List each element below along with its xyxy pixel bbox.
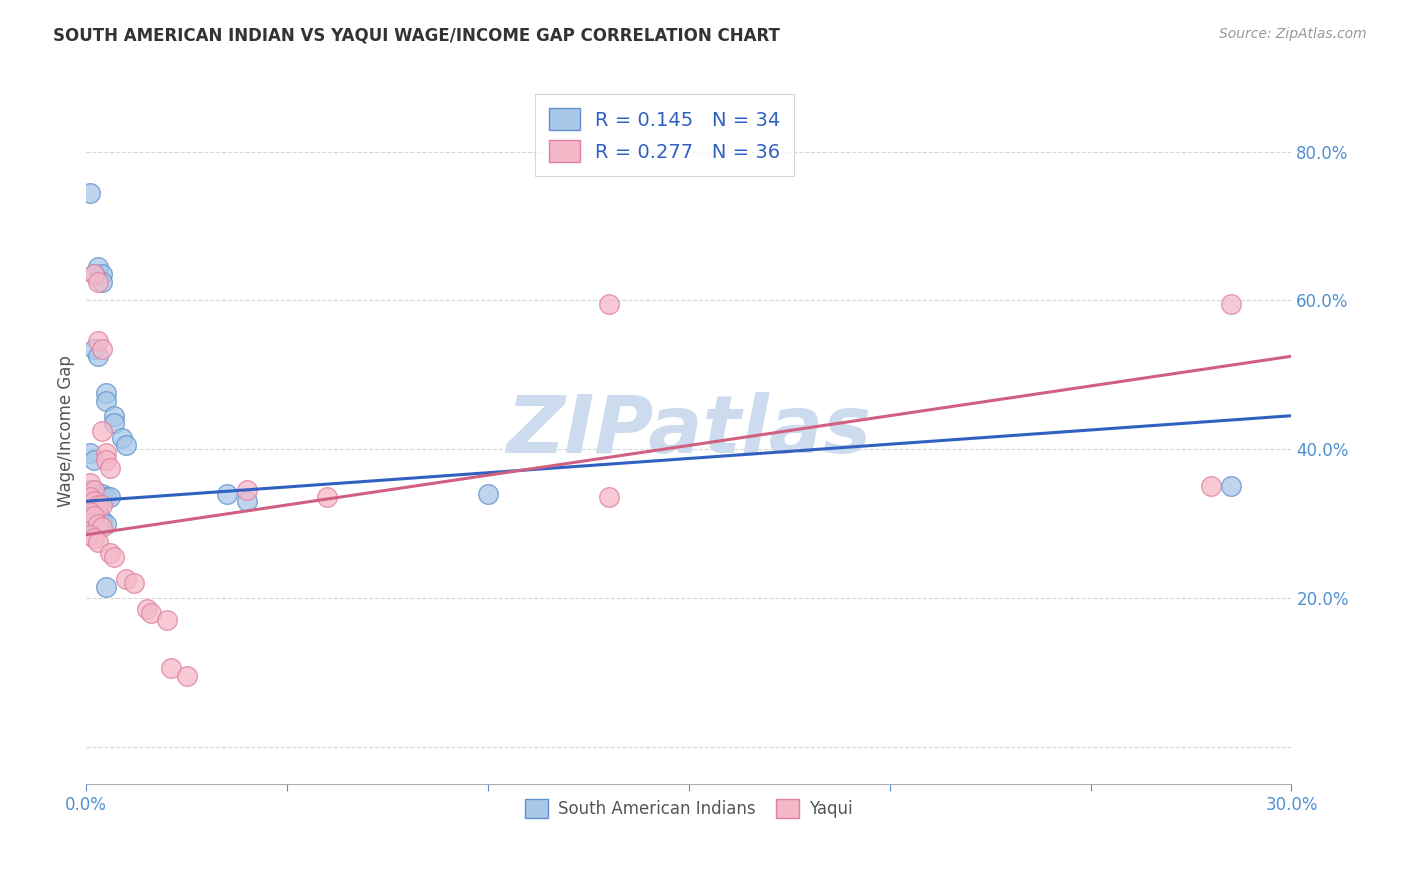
Point bbox=[91, 424, 114, 438]
Point bbox=[83, 268, 105, 282]
Point bbox=[91, 513, 114, 527]
Point bbox=[316, 491, 339, 505]
Text: ZIPatlas: ZIPatlas bbox=[506, 392, 872, 469]
Point bbox=[79, 513, 101, 527]
Point bbox=[115, 572, 138, 586]
Point bbox=[103, 549, 125, 564]
Point bbox=[103, 409, 125, 423]
Text: Source: ZipAtlas.com: Source: ZipAtlas.com bbox=[1219, 27, 1367, 41]
Point bbox=[156, 613, 179, 627]
Point bbox=[96, 453, 118, 467]
Point bbox=[96, 491, 118, 505]
Point bbox=[87, 498, 110, 512]
Point bbox=[236, 483, 259, 497]
Point bbox=[79, 498, 101, 512]
Point bbox=[1199, 479, 1222, 493]
Point bbox=[236, 494, 259, 508]
Point bbox=[83, 483, 105, 497]
Point bbox=[91, 268, 114, 282]
Point bbox=[477, 487, 499, 501]
Point bbox=[135, 602, 157, 616]
Point bbox=[103, 416, 125, 430]
Point bbox=[87, 501, 110, 516]
Point bbox=[87, 535, 110, 549]
Point bbox=[100, 460, 122, 475]
Point bbox=[96, 386, 118, 401]
Point bbox=[91, 520, 114, 534]
Text: SOUTH AMERICAN INDIAN VS YAQUI WAGE/INCOME GAP CORRELATION CHART: SOUTH AMERICAN INDIAN VS YAQUI WAGE/INCO… bbox=[53, 27, 780, 45]
Y-axis label: Wage/Income Gap: Wage/Income Gap bbox=[58, 355, 75, 507]
Point bbox=[91, 342, 114, 356]
Point bbox=[87, 516, 110, 531]
Point bbox=[83, 494, 105, 508]
Point bbox=[96, 580, 118, 594]
Point bbox=[83, 505, 105, 519]
Point bbox=[83, 453, 105, 467]
Point bbox=[176, 669, 198, 683]
Point bbox=[91, 275, 114, 289]
Point bbox=[598, 491, 620, 505]
Point bbox=[87, 349, 110, 363]
Point bbox=[79, 505, 101, 519]
Point bbox=[100, 491, 122, 505]
Point bbox=[159, 661, 181, 675]
Point bbox=[598, 297, 620, 311]
Point bbox=[96, 393, 118, 408]
Point bbox=[215, 487, 238, 501]
Point bbox=[79, 483, 101, 497]
Point bbox=[124, 576, 146, 591]
Point bbox=[91, 498, 114, 512]
Point bbox=[79, 186, 101, 200]
Point bbox=[111, 431, 134, 445]
Point bbox=[87, 513, 110, 527]
Point bbox=[79, 475, 101, 490]
Point bbox=[96, 516, 118, 531]
Point bbox=[87, 275, 110, 289]
Point bbox=[87, 334, 110, 349]
Point bbox=[83, 342, 105, 356]
Point bbox=[83, 532, 105, 546]
Point bbox=[83, 498, 105, 512]
Point bbox=[79, 527, 101, 541]
Point bbox=[83, 483, 105, 497]
Point bbox=[1220, 479, 1243, 493]
Point bbox=[83, 268, 105, 282]
Legend: South American Indians, Yaqui: South American Indians, Yaqui bbox=[519, 792, 859, 825]
Point bbox=[139, 606, 162, 620]
Point bbox=[91, 487, 114, 501]
Point bbox=[87, 487, 110, 501]
Point bbox=[96, 446, 118, 460]
Point bbox=[100, 546, 122, 560]
Point bbox=[83, 509, 105, 524]
Point bbox=[115, 438, 138, 452]
Point bbox=[79, 491, 101, 505]
Point bbox=[1220, 297, 1243, 311]
Point bbox=[79, 446, 101, 460]
Point bbox=[87, 260, 110, 274]
